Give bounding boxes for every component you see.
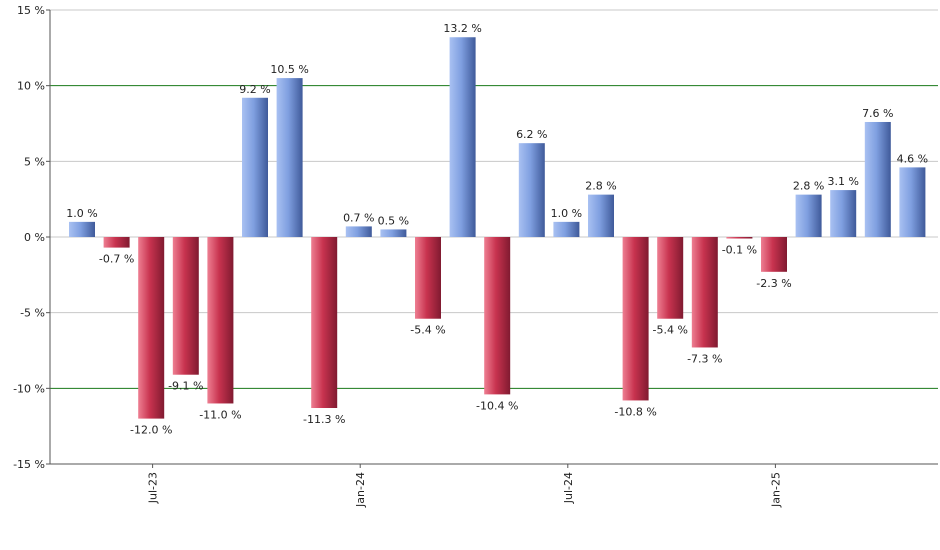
bar-24: [899, 167, 926, 237]
data-label-3: -9.1 %: [168, 380, 203, 393]
data-label-1: -0.7 %: [99, 253, 134, 266]
bar-9: [380, 229, 407, 237]
data-label-14: 1.0 %: [551, 207, 582, 220]
y-tick-label-1: 10 %: [17, 80, 45, 93]
data-label-4: -11.0 %: [199, 408, 241, 421]
bar-17: [657, 237, 684, 319]
data-label-22: 3.1 %: [827, 175, 858, 188]
x-tick-label-1: Jan-24: [354, 472, 367, 508]
y-tick-label-3: 0 %: [24, 231, 45, 244]
data-label-19: -0.1 %: [722, 244, 757, 257]
bar-10: [415, 237, 441, 319]
bar-7: [311, 237, 338, 409]
data-label-9: 0.5 %: [378, 214, 409, 227]
bar-19: [726, 237, 753, 239]
data-label-15: 2.8 %: [585, 180, 616, 193]
bar-6: [276, 78, 303, 237]
bar-8: [345, 226, 372, 237]
y-tick-label-4: -5 %: [20, 307, 45, 320]
bar-12: [484, 237, 511, 395]
bar-3: [172, 237, 199, 375]
x-tick-label-2: Jul-24: [562, 472, 575, 504]
data-label-12: -10.4 %: [476, 399, 518, 412]
data-label-24: 4.6 %: [897, 152, 928, 165]
data-label-11: 13.2 %: [443, 22, 481, 35]
data-label-21: 2.8 %: [793, 180, 824, 193]
bar-11: [449, 37, 476, 237]
x-tick-label-0: Jul-23: [147, 472, 160, 504]
data-label-17: -5.4 %: [652, 324, 687, 337]
bar-15: [588, 194, 614, 237]
bar-18: [691, 237, 718, 348]
data-labels: 1.0 % -0.7 % -12.0 % -9.1 % -11.0 % 9.2 %10.5…: [66, 22, 928, 436]
bar-1: [103, 237, 130, 248]
bar-20: [761, 237, 787, 272]
data-label-20: -2.3 %: [756, 277, 791, 290]
data-label-0: 1.0 %: [66, 207, 97, 220]
data-label-18: -7.3 %: [687, 352, 722, 365]
bar-4: [207, 237, 234, 404]
bar-0: [69, 221, 95, 237]
axes: 15 % 10 % 5 % 0 % -5 % -10 % -15 % Jul-23 Jan-24…: [13, 4, 938, 508]
y-tick-label-5: -10 %: [13, 382, 45, 395]
y-tick-label-6: -15 %: [13, 458, 45, 471]
bar-23: [864, 121, 891, 237]
bar-21: [795, 194, 822, 237]
bar-13: [518, 143, 545, 237]
x-tick-label-3: Jan-25: [769, 472, 782, 508]
data-label-13: 6.2 %: [516, 128, 547, 141]
bar-22: [830, 190, 857, 237]
y-tick-label-2: 5 %: [24, 155, 45, 168]
data-label-2: -12.0 %: [130, 424, 172, 437]
data-label-8: 0.7 %: [343, 211, 374, 224]
data-label-16: -10.8 %: [614, 405, 656, 418]
bar-5: [242, 97, 268, 237]
data-label-6: 10.5 %: [270, 63, 308, 76]
bar-2: [138, 237, 165, 419]
bars: [69, 37, 926, 419]
data-label-23: 7.6 %: [862, 107, 893, 120]
data-label-5: 9.2 %: [239, 83, 270, 96]
bar-14: [553, 221, 580, 237]
data-label-7: -11.3 %: [303, 413, 345, 426]
y-tick-label-0: 15 %: [17, 4, 45, 17]
bar-16: [622, 237, 649, 401]
data-label-10: -5.4 %: [410, 324, 445, 337]
